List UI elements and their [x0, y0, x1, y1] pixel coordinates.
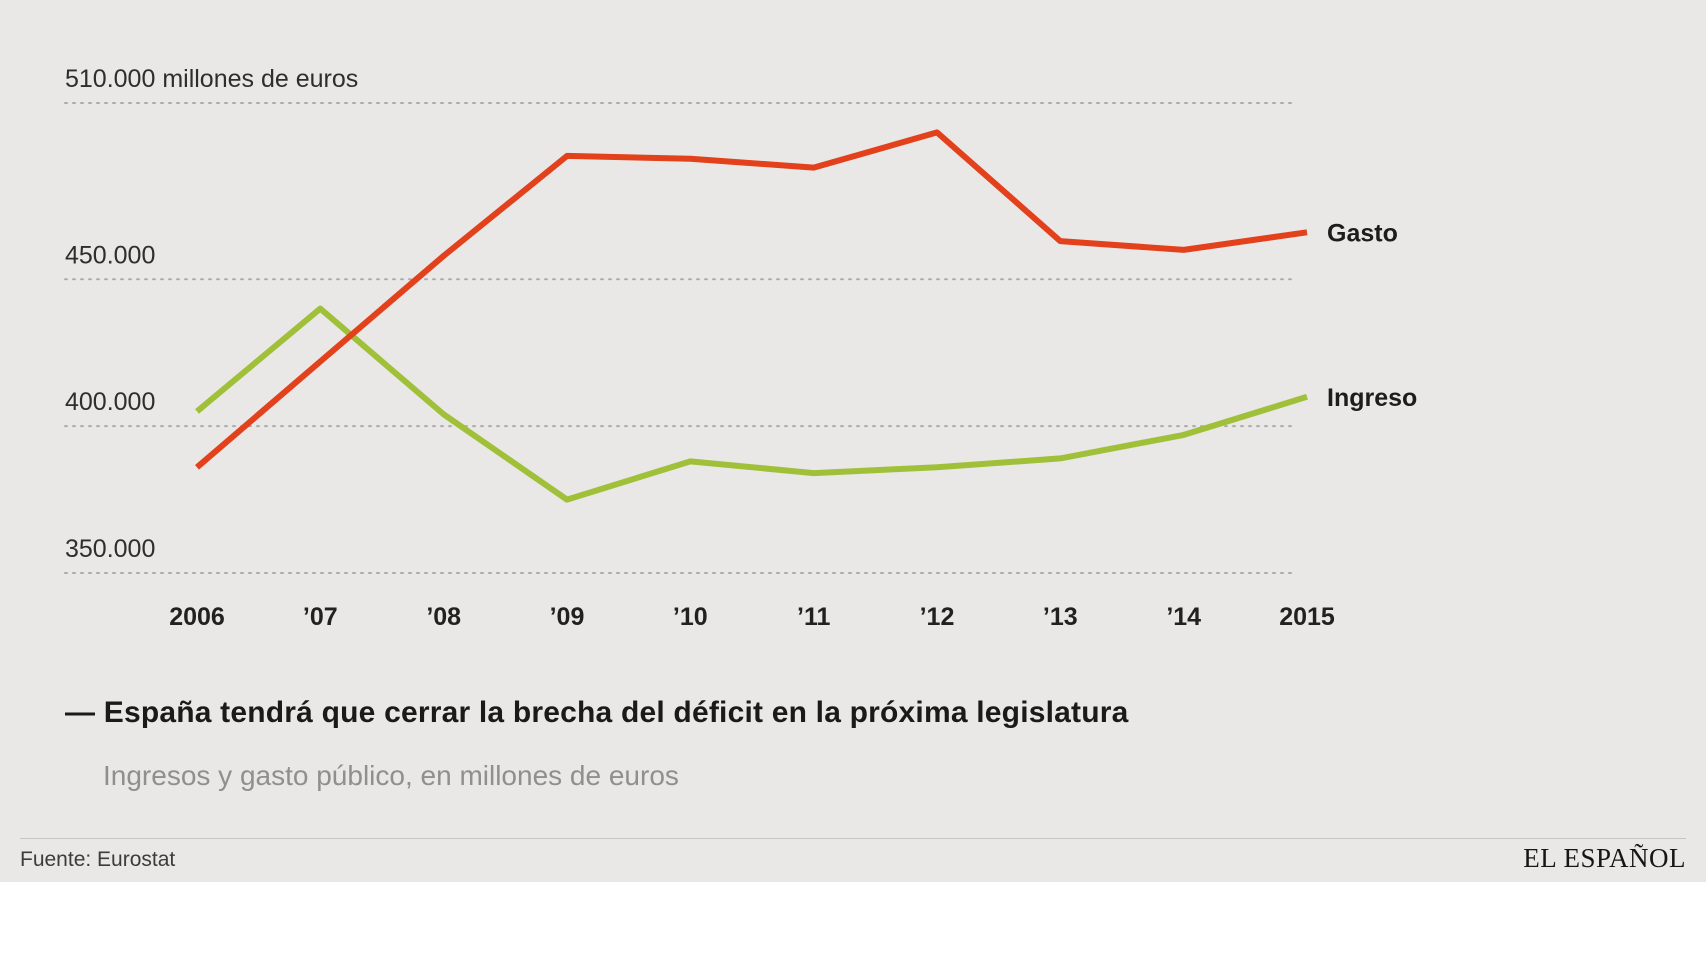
- series-label-ingreso: Ingreso: [1327, 384, 1417, 412]
- bottom-strip: [0, 882, 1706, 960]
- y-axis-label: 510.000 millones de euros: [65, 65, 358, 93]
- x-axis-label: 2006: [169, 603, 225, 631]
- x-axis-label: ’07: [303, 603, 338, 631]
- source-label: Fuente: Eurostat: [20, 848, 176, 871]
- x-axis-label: ’12: [920, 603, 955, 631]
- line-chart: 510.000 millones de euros 450.000 400.000 3…: [64, 65, 1417, 631]
- x-axis-label: ’14: [1166, 603, 1201, 631]
- x-axis-label: ’10: [673, 603, 708, 631]
- x-axis-label: ’11: [797, 603, 830, 631]
- x-axis-label: ’08: [426, 603, 461, 631]
- x-axis-label: ’13: [1043, 603, 1078, 631]
- series-line-gasto: [195, 129, 1308, 470]
- y-axis-label: 350.000: [65, 535, 155, 563]
- brand-logo: EL ESPAÑOL: [1523, 843, 1686, 873]
- chart-panel: 510.000 millones de euros 450.000 400.000 3…: [0, 0, 1706, 882]
- chart-title: — España tendrá que cerrar la brecha del…: [65, 696, 1129, 729]
- y-axis-label: 450.000: [65, 241, 155, 269]
- x-axis-label: 2015: [1279, 603, 1335, 631]
- series-label-gasto: Gasto: [1327, 219, 1398, 247]
- chart-subtitle: Ingresos y gasto público, en millones de…: [103, 760, 679, 791]
- y-axis-label: 400.000: [65, 388, 155, 416]
- x-axis-label: ’09: [550, 603, 585, 631]
- series-line-ingreso: [195, 305, 1308, 503]
- footer-divider: [20, 838, 1686, 839]
